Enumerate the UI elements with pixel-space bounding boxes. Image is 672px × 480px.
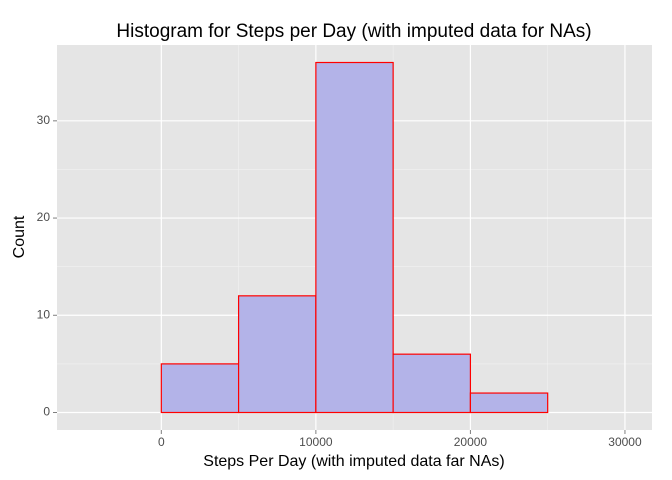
y-tick-label: 10 — [37, 307, 51, 321]
y-axis-title: Count — [11, 215, 28, 258]
x-tick-label: 30000 — [608, 435, 642, 449]
x-tick-label: 10000 — [299, 435, 333, 449]
x-tick-label: 20000 — [454, 435, 488, 449]
bar — [160, 363, 240, 414]
bar — [392, 353, 472, 414]
x-tick-label: 0 — [158, 435, 165, 449]
x-axis-title: Steps Per Day (with imputed data far NAs… — [203, 453, 504, 470]
bar — [315, 61, 394, 414]
chart-title: Histogram for Steps per Day (with impute… — [116, 21, 591, 42]
y-tick-label: 0 — [43, 405, 50, 419]
bar — [237, 295, 317, 414]
y-tick-label: 30 — [37, 113, 51, 127]
bar — [469, 392, 549, 414]
y-tick-label: 20 — [37, 210, 51, 224]
